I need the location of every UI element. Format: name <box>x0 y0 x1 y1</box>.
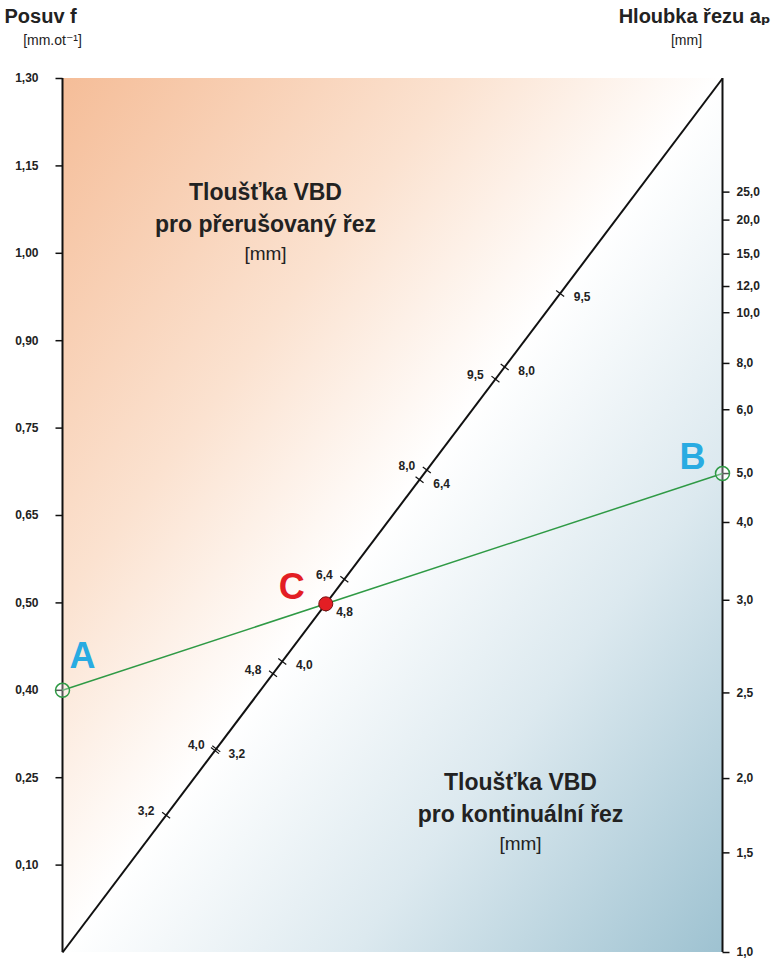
svg-text:25,0: 25,0 <box>737 185 761 199</box>
svg-text:[mm]: [mm] <box>499 833 541 854</box>
svg-text:C: C <box>279 566 305 607</box>
svg-text:9,5: 9,5 <box>467 368 484 382</box>
svg-text:B: B <box>680 436 706 477</box>
svg-text:0,50: 0,50 <box>15 596 39 610</box>
svg-text:[mm]: [mm] <box>244 243 286 264</box>
svg-text:0,90: 0,90 <box>15 334 39 348</box>
svg-text:8,0: 8,0 <box>518 364 535 378</box>
svg-text:12,0: 12,0 <box>737 279 761 293</box>
svg-text:6,4: 6,4 <box>316 568 333 582</box>
svg-text:3,2: 3,2 <box>138 804 155 818</box>
svg-text:8,0: 8,0 <box>398 459 415 473</box>
svg-text:4,0: 4,0 <box>296 658 313 672</box>
svg-text:[mm.ot⁻¹]: [mm.ot⁻¹] <box>23 32 82 48</box>
svg-text:[mm]: [mm] <box>671 32 702 48</box>
svg-text:pro kontinuální řez: pro kontinuální řez <box>418 801 624 827</box>
svg-text:10,0: 10,0 <box>737 306 761 320</box>
svg-text:0,75: 0,75 <box>15 421 39 435</box>
svg-text:0,40: 0,40 <box>15 683 39 697</box>
svg-text:6,4: 6,4 <box>433 477 450 491</box>
svg-text:pro přerušovaný řez: pro přerušovaný řez <box>155 211 376 237</box>
svg-text:5,0: 5,0 <box>737 466 754 480</box>
svg-text:0,65: 0,65 <box>15 508 39 522</box>
svg-text:4,0: 4,0 <box>188 738 205 752</box>
svg-text:2,0: 2,0 <box>737 771 754 785</box>
svg-text:0,25: 0,25 <box>15 771 39 785</box>
svg-text:A: A <box>70 635 96 676</box>
svg-text:Posuv f: Posuv f <box>5 5 78 27</box>
svg-text:1,15: 1,15 <box>15 159 39 173</box>
svg-text:1,30: 1,30 <box>15 71 39 85</box>
svg-text:Hloubka řezu aₚ: Hloubka řezu aₚ <box>619 5 771 27</box>
svg-text:9,5: 9,5 <box>574 290 591 304</box>
svg-text:8,0: 8,0 <box>737 356 754 370</box>
svg-text:15,0: 15,0 <box>737 247 761 261</box>
svg-text:1,5: 1,5 <box>737 846 754 860</box>
svg-text:20,0: 20,0 <box>737 213 761 227</box>
svg-text:3,2: 3,2 <box>229 747 246 761</box>
svg-text:4,8: 4,8 <box>336 605 353 619</box>
svg-text:4,0: 4,0 <box>737 515 754 529</box>
svg-text:0,10: 0,10 <box>15 858 39 872</box>
svg-text:Tloušťka VBD: Tloušťka VBD <box>444 769 597 795</box>
svg-text:6,0: 6,0 <box>737 403 754 417</box>
svg-text:4,8: 4,8 <box>245 663 262 677</box>
svg-text:2,5: 2,5 <box>737 686 754 700</box>
svg-text:1,0: 1,0 <box>737 945 754 959</box>
svg-text:3,0: 3,0 <box>737 593 754 607</box>
svg-text:1,00: 1,00 <box>15 246 39 260</box>
svg-text:Tloušťka VBD: Tloušťka VBD <box>189 179 342 205</box>
